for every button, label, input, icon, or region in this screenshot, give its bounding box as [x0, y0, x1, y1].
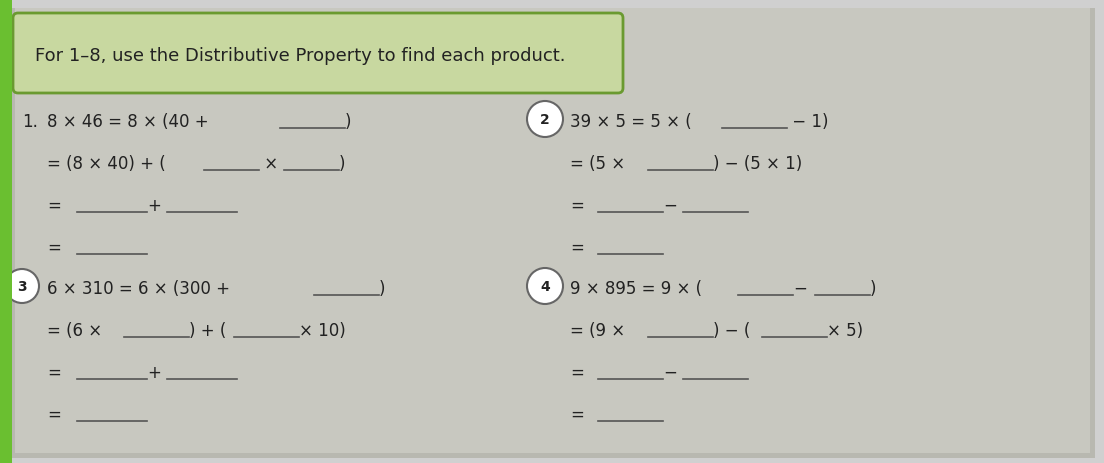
Text: = (8 × 40) + (: = (8 × 40) + (	[47, 155, 166, 173]
Text: = (5 ×: = (5 ×	[570, 155, 625, 173]
Text: 9 × 895 = 9 × (: 9 × 895 = 9 × (	[570, 279, 702, 297]
Text: 1.: 1.	[22, 113, 38, 131]
Text: 3: 3	[18, 279, 26, 294]
Text: 8 × 46 = 8 × (40 +: 8 × 46 = 8 × (40 +	[47, 113, 214, 131]
Text: 2: 2	[540, 113, 550, 127]
Text: =: =	[570, 197, 584, 214]
Text: =: =	[570, 363, 584, 381]
Text: × 10): × 10)	[299, 321, 346, 339]
Text: For 1–8, use the Distributive Property to find each product.: For 1–8, use the Distributive Property t…	[35, 47, 565, 65]
Text: ) − (: ) − (	[713, 321, 751, 339]
Text: = (6 ×: = (6 ×	[47, 321, 103, 339]
Text: − 1): − 1)	[787, 113, 828, 131]
Circle shape	[527, 102, 563, 138]
Text: −: −	[664, 197, 677, 214]
Text: × 5): × 5)	[827, 321, 863, 339]
Text: = (9 ×: = (9 ×	[570, 321, 625, 339]
Text: =: =	[570, 238, 584, 257]
Text: 4: 4	[540, 279, 550, 294]
Circle shape	[6, 269, 39, 303]
Circle shape	[527, 269, 563, 304]
Text: 6 × 310 = 6 × (300 +: 6 × 310 = 6 × (300 +	[47, 279, 235, 297]
Text: −: −	[664, 363, 677, 381]
Text: ): )	[870, 279, 877, 297]
Text: ): )	[339, 155, 346, 173]
FancyBboxPatch shape	[13, 14, 623, 94]
Text: ): )	[346, 113, 351, 131]
Text: −: −	[793, 279, 807, 297]
Text: =: =	[47, 405, 61, 423]
Text: ): )	[379, 279, 385, 297]
Text: =: =	[570, 405, 584, 423]
Text: ×: ×	[259, 155, 278, 173]
Text: =: =	[47, 363, 61, 381]
Text: ) + (: ) + (	[189, 321, 226, 339]
Text: 39 × 5 = 5 × (: 39 × 5 = 5 × (	[570, 113, 691, 131]
Text: =: =	[47, 197, 61, 214]
Bar	[0, 0, 12, 463]
Text: ) − (5 × 1): ) − (5 × 1)	[713, 155, 803, 173]
Text: +: +	[147, 197, 161, 214]
Text: +: +	[147, 363, 161, 381]
Text: =: =	[47, 238, 61, 257]
